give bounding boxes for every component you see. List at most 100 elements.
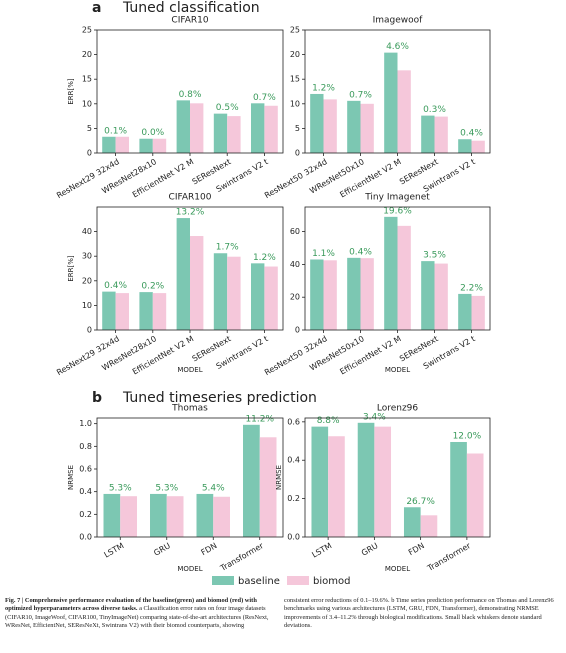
bar xyxy=(264,105,278,153)
axes-frame xyxy=(96,206,284,331)
x-tick-label: LSTM xyxy=(310,541,333,560)
x-tick-label: Transformer xyxy=(218,541,266,574)
y-tick-label: 0.4 xyxy=(79,487,92,496)
bar xyxy=(397,225,411,330)
y-tick-label: 1.0 xyxy=(79,419,92,428)
bar xyxy=(259,437,277,537)
y-tick-label: 40 xyxy=(82,227,92,236)
bar xyxy=(120,496,137,537)
y-tick-label: 25 xyxy=(290,26,300,35)
y-tick-label: 0 xyxy=(87,326,92,335)
bar xyxy=(103,493,121,537)
x-tick-label: FDN xyxy=(199,541,218,557)
chart-title: Thomas xyxy=(171,404,208,414)
bar xyxy=(421,261,435,330)
x-tick-label: GRU xyxy=(360,541,380,558)
y-tick-label: 0 xyxy=(87,149,92,158)
panel-title: Tuned timeseries prediction xyxy=(122,390,317,406)
bar xyxy=(243,424,260,537)
bar xyxy=(152,293,167,330)
y-tick-label: 0.8 xyxy=(79,442,92,451)
y-tick-label: 0.0 xyxy=(287,533,300,542)
panel-title: Tuned classification xyxy=(122,0,260,16)
bar xyxy=(311,426,329,537)
y-tick-label: 0.2 xyxy=(79,510,92,519)
y-tick-label: 30 xyxy=(82,252,92,261)
x-axis-label: MODEL xyxy=(177,366,202,374)
y-tick-label: 10 xyxy=(290,99,300,108)
bar-annotation: 4.6% xyxy=(386,42,409,52)
y-axis-label: NRMSE xyxy=(275,465,283,490)
bar xyxy=(213,113,228,153)
axes-frame xyxy=(304,29,491,154)
caption-title: Fig. 7 | Comprehensive performance evalu… xyxy=(5,597,257,613)
y-tick-label: 60 xyxy=(290,227,300,236)
bar xyxy=(152,138,167,153)
x-axis-label: MODEL xyxy=(385,366,410,374)
x-axis-label: MODEL xyxy=(385,565,410,573)
y-tick-label: 5 xyxy=(295,124,300,133)
bar-annotation: 2.2% xyxy=(460,283,483,293)
bar-annotation: 0.7% xyxy=(349,90,372,100)
y-tick-label: 20 xyxy=(82,276,92,285)
axes-frame xyxy=(96,417,284,538)
bar xyxy=(384,216,398,330)
bar xyxy=(102,136,116,153)
y-tick-label: 0.0 xyxy=(79,533,92,542)
x-axis-label: MODEL xyxy=(177,565,202,573)
bar xyxy=(115,136,129,153)
bar xyxy=(166,496,184,537)
chart-title: Imagewoof xyxy=(373,16,424,26)
bar xyxy=(251,103,265,153)
y-tick-label: 0.2 xyxy=(287,494,300,503)
bar-annotation: 5.3% xyxy=(155,483,178,493)
bar xyxy=(176,100,190,153)
x-tick-label: ResNext29 32x4d xyxy=(55,157,121,200)
x-tick-label: ResNext29 32x4d xyxy=(55,334,121,377)
y-tick-label: 10 xyxy=(82,301,92,310)
bar xyxy=(227,116,241,153)
bar xyxy=(421,115,435,153)
axes-frame xyxy=(304,417,491,538)
bar-annotation: 0.0% xyxy=(141,128,164,138)
y-tick-label: 0.4 xyxy=(287,456,300,465)
bar xyxy=(251,263,265,330)
bar-annotation: 5.3% xyxy=(109,483,132,493)
bar-annotation: 0.7% xyxy=(253,93,276,103)
legend-label: biomod xyxy=(313,576,350,587)
bar-annotation: 3.5% xyxy=(423,251,446,261)
bar xyxy=(328,436,345,537)
bar xyxy=(403,507,421,537)
bar xyxy=(374,426,392,537)
figure: a Tuned classification b Tuned timeserie… xyxy=(55,0,491,587)
x-tick-label: ResNext50 32x4d xyxy=(263,157,329,200)
bar-annotation: 1.1% xyxy=(312,249,335,259)
y-tick-label: 20 xyxy=(290,293,300,302)
legend-swatch xyxy=(212,576,234,585)
bar-annotation: 3.4% xyxy=(363,412,386,422)
chart-title: CIFAR10 xyxy=(171,16,208,26)
bar xyxy=(115,293,129,330)
chart-title: CIFAR100 xyxy=(169,193,212,203)
bar xyxy=(213,253,228,330)
panel-label: a xyxy=(92,0,101,16)
bar xyxy=(150,493,167,537)
bar-annotation: 19.6% xyxy=(383,206,412,216)
panel-label: b xyxy=(92,390,102,406)
caption-left: Fig. 7 | Comprehensive performance evalu… xyxy=(5,597,277,631)
y-axis-label: ERR[%] xyxy=(67,78,75,105)
bar-annotation: 0.4% xyxy=(104,281,127,291)
bar-annotation: 0.3% xyxy=(423,105,446,115)
bar xyxy=(310,259,324,330)
y-tick-label: 15 xyxy=(290,75,300,84)
bar xyxy=(434,263,448,330)
bar-annotation: 1.2% xyxy=(253,253,276,263)
bar xyxy=(471,295,485,330)
caption-right: consistent error reductions of 0.1–19.6%… xyxy=(284,597,554,630)
bar xyxy=(357,422,375,537)
bar xyxy=(196,493,214,537)
bar xyxy=(458,293,472,330)
bar-annotation: 8.8% xyxy=(317,416,340,426)
y-tick-label: 0.6 xyxy=(79,465,92,474)
